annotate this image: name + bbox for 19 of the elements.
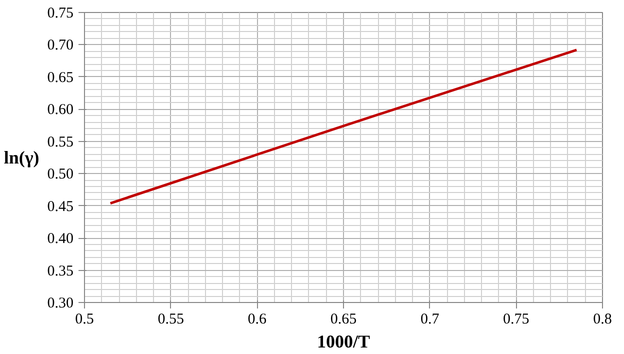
y-tick-label: 0.55: [47, 134, 74, 150]
y-tick-label: 0.30: [47, 296, 74, 312]
x-tick-label: 0.8: [593, 312, 612, 328]
x-tick-label: 0.75: [503, 312, 530, 328]
x-tick-label: 0.6: [248, 312, 268, 328]
y-tick-label: 0.45: [47, 198, 74, 215]
x-axis-title: 1000/T: [316, 332, 370, 352]
x-tick-label: 0.55: [158, 312, 184, 328]
y-tick-label: 0.60: [47, 102, 74, 118]
y-tick-label: 0.65: [47, 70, 74, 86]
y-axis-title: ln(γ): [4, 148, 40, 168]
x-tick-label: 0.5: [75, 312, 94, 328]
x-tick-label: 0.65: [330, 312, 357, 328]
y-tick-label: 0.40: [47, 231, 74, 248]
x-tick-label: 0.7: [420, 312, 440, 328]
y-tick-label: 0.35: [47, 263, 74, 280]
y-tick-label: 0.75: [47, 6, 74, 22]
y-tick-label: 0.70: [47, 38, 74, 54]
y-tick-label: 0.50: [47, 166, 74, 183]
